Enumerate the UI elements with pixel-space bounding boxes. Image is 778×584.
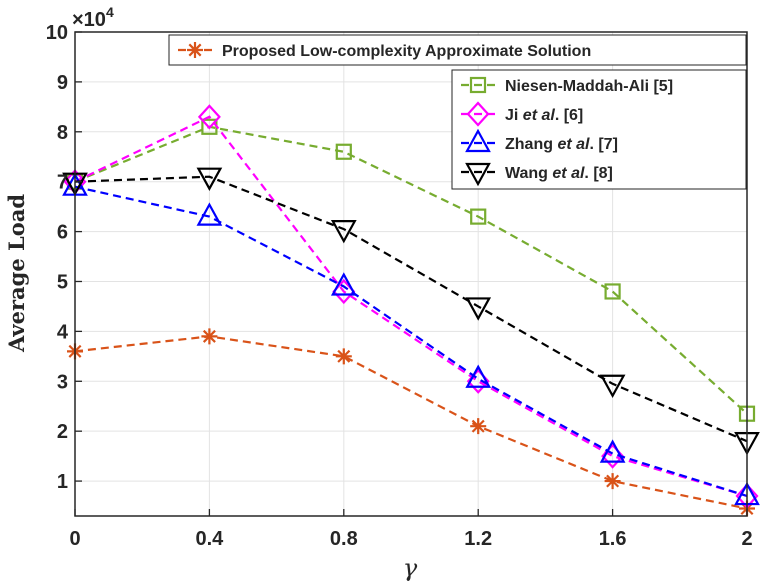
data-point xyxy=(465,364,492,388)
axes-box xyxy=(74,31,748,517)
y-tick-label: 7 xyxy=(57,172,68,194)
legend-label: Wang et al. [8] xyxy=(505,165,613,182)
data-point xyxy=(196,167,223,191)
x-tick-label: 2 xyxy=(741,528,752,550)
y-exponent-label: ×104 xyxy=(72,4,114,31)
x-axis-label: γ xyxy=(403,554,418,582)
legend-marker xyxy=(465,128,491,153)
data-point xyxy=(196,202,223,226)
y-tick-label: 5 xyxy=(57,271,68,293)
series-line xyxy=(74,125,748,415)
x-tick-label: 0.4 xyxy=(195,528,224,550)
legend-baselines: Niesen-Maddah-Ali [5] Ji et al. [6] Zhang … xyxy=(451,69,747,190)
data-point xyxy=(470,208,487,225)
legend-label: Proposed Low-complexity Approximate Solu… xyxy=(222,43,591,60)
legend-label: Ji et al. [6] xyxy=(505,107,583,124)
data-point xyxy=(197,104,221,130)
series-line xyxy=(74,335,748,510)
legend-marker xyxy=(466,101,490,127)
x-tick-label: 0.8 xyxy=(330,528,358,550)
legend-box xyxy=(168,34,747,66)
data-point xyxy=(330,219,357,244)
data-point xyxy=(201,328,218,345)
legend-label: Niesen-Maddah-Ali [5] xyxy=(505,78,673,95)
tick-labels: 0 0.4 0.8 1.2 1.6 2 1 2 3 4 5 6 7 8 9 10 xyxy=(46,22,753,550)
data-point xyxy=(599,439,626,463)
y-tick-label: 8 xyxy=(57,122,68,144)
data-point xyxy=(470,418,487,435)
series-3 xyxy=(62,172,760,506)
series-line xyxy=(74,185,748,498)
y-tick-label: 9 xyxy=(57,72,68,94)
data-point xyxy=(465,297,492,321)
data-point xyxy=(604,473,621,490)
y-tick-label: 4 xyxy=(57,321,69,343)
series-4 xyxy=(62,167,760,456)
y-tick-label: 6 xyxy=(57,222,68,244)
x-tick-label: 0 xyxy=(69,528,80,550)
data-point xyxy=(335,348,352,365)
series-line xyxy=(74,115,748,498)
x-tick-label: 1.2 xyxy=(464,528,492,550)
data-point xyxy=(330,272,357,296)
legend-box xyxy=(451,69,747,190)
y-axis-label: Average Load xyxy=(4,194,29,353)
series-line xyxy=(74,175,748,443)
data-point xyxy=(335,143,352,160)
legend-marker xyxy=(465,162,491,187)
x-tick-label: 1.6 xyxy=(599,528,627,550)
y-tick-label: 10 xyxy=(46,22,68,44)
data-point xyxy=(599,374,626,399)
data-point xyxy=(604,283,621,300)
y-tick-label: 1 xyxy=(57,471,68,493)
legend-marker xyxy=(469,76,487,94)
legend-marker xyxy=(187,42,203,58)
legend-label: Zhang et al. [7] xyxy=(505,136,618,153)
series-0 xyxy=(67,328,755,517)
y-tick-label: 2 xyxy=(57,421,68,443)
y-tick-label: 3 xyxy=(57,371,68,393)
series-layer xyxy=(62,104,760,517)
legend-proposed: Proposed Low-complexity Approximate Solu… xyxy=(168,34,747,66)
